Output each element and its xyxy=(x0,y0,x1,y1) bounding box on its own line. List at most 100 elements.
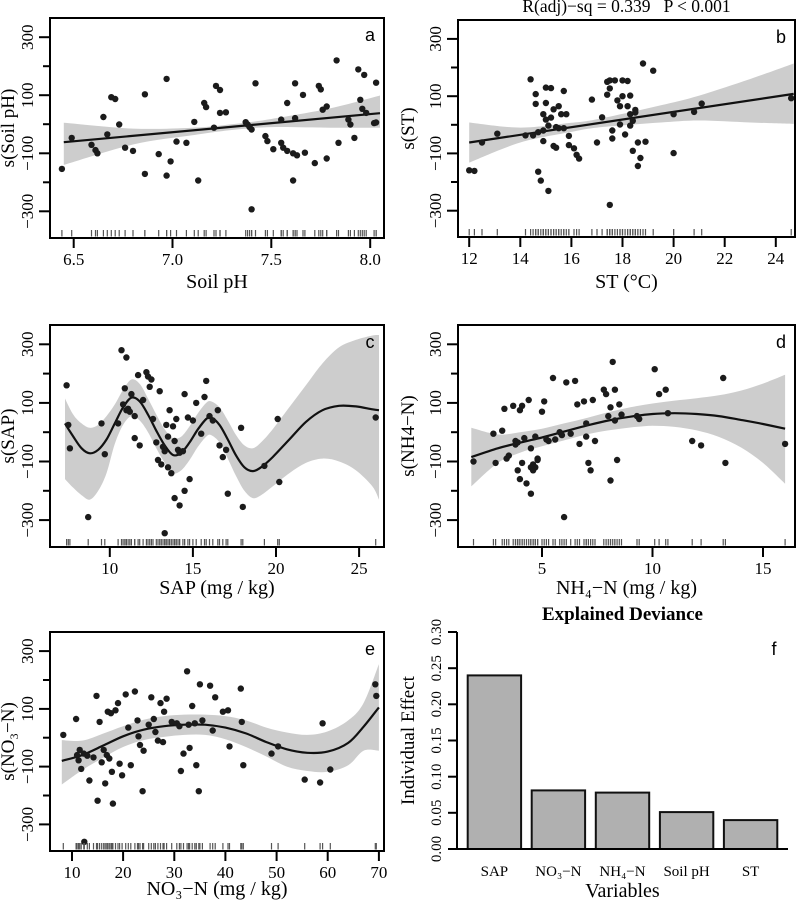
scatter-point xyxy=(145,721,152,728)
scatter-point xyxy=(199,717,206,724)
scatter-point xyxy=(636,415,643,423)
scatter-point xyxy=(613,456,621,464)
scatter-point xyxy=(224,490,231,497)
scatter-point xyxy=(118,772,126,779)
scatter-point xyxy=(560,125,567,132)
panel-c: 10 15 20 25 300 100 −100 −300 SAP (mg / kg) s(SAP… xyxy=(0,324,385,599)
y-tick-label: 100 xyxy=(426,390,445,416)
scatter-point xyxy=(161,530,168,537)
scatter-point xyxy=(136,442,143,449)
scatter-point xyxy=(574,401,581,408)
scatter-point xyxy=(552,436,559,443)
scatter-point xyxy=(191,720,198,727)
axes-layer: 12 14 16 18 20 22 24 300 100 −100 −300 xyxy=(426,26,785,268)
x-tick-label: 7.5 xyxy=(261,250,282,269)
y-tick-label: 100 xyxy=(426,83,445,109)
bar-category-label: ST xyxy=(742,864,760,880)
scatter-point xyxy=(606,201,613,209)
scatter-point xyxy=(545,122,552,129)
bar-category-label: Soil pH xyxy=(663,864,709,880)
scatter-point xyxy=(219,453,226,461)
scatter-point xyxy=(532,100,539,108)
scatter-point xyxy=(560,513,568,521)
scatter-point xyxy=(139,788,146,795)
scatter-point xyxy=(311,159,318,167)
scatter-point xyxy=(193,399,200,407)
scatter-point xyxy=(154,456,162,464)
scatter-point xyxy=(642,138,649,145)
scatter-point xyxy=(588,96,596,103)
scatter-point xyxy=(514,467,521,474)
scatter-point xyxy=(697,442,705,449)
x-tick-label: 20 xyxy=(268,559,285,578)
scatter-point xyxy=(68,134,75,142)
scatter-point xyxy=(101,451,109,458)
y-tick-label: 0.15 xyxy=(429,727,445,753)
x-tick-label: 6.5 xyxy=(63,250,84,269)
scatter-point xyxy=(66,445,74,452)
bar-3 xyxy=(658,811,715,851)
scatter-point xyxy=(75,757,82,764)
scatter-point xyxy=(525,396,532,404)
panel-f: SAP NO₃−N NH₄−N Soil pH ST0.000.050.100.150.… xyxy=(400,604,788,902)
y-tick-label: 100 xyxy=(18,82,37,108)
scatter-point xyxy=(359,105,366,113)
scatter-point xyxy=(547,114,555,121)
scatter-point xyxy=(193,762,200,769)
scatter-point xyxy=(268,750,275,757)
scatter-point xyxy=(545,437,552,445)
rug-layer xyxy=(61,230,377,237)
plot-box xyxy=(457,19,796,238)
axes-layer: 10 15 20 25 300 100 −100 −300 xyxy=(18,332,368,578)
scatter-point xyxy=(563,111,570,118)
bar-category-label: NH₄−N xyxy=(599,864,645,880)
rug-layer xyxy=(468,229,792,236)
scatter-point xyxy=(216,86,224,94)
confidence-band xyxy=(61,664,379,785)
scatter-point xyxy=(164,464,172,471)
x-tick-label: 7.0 xyxy=(162,250,183,269)
scatter-point xyxy=(219,708,227,715)
scatter-point xyxy=(542,116,550,123)
y-axis-label: s(Soil pH) xyxy=(0,89,19,168)
scatter-point xyxy=(191,118,198,126)
scatter-point xyxy=(278,116,285,123)
scatter-point xyxy=(222,109,230,116)
scatter-point xyxy=(216,109,224,117)
scatter-point xyxy=(203,377,210,385)
scatter-point xyxy=(94,150,101,157)
scatter-point xyxy=(567,430,574,437)
scatter-point xyxy=(494,130,501,137)
scatter-point xyxy=(123,354,130,361)
x-tick-label: 8.0 xyxy=(360,250,381,269)
scatter-point xyxy=(535,129,542,136)
y-tick-label: 300 xyxy=(426,332,445,358)
scatter-point xyxy=(621,131,629,138)
scatter-point xyxy=(252,80,259,87)
scatter-point xyxy=(527,490,535,497)
scatter-point xyxy=(639,60,647,67)
scatter-point xyxy=(327,766,334,773)
scatter-point xyxy=(195,788,202,795)
scatter-point xyxy=(609,127,616,134)
scatter-point xyxy=(624,103,631,110)
scatter-point xyxy=(248,126,255,133)
x-tick-label: 60 xyxy=(319,863,336,882)
y-tick-label: 300 xyxy=(18,24,37,50)
y-tick-label: −300 xyxy=(18,807,37,842)
scatter-point xyxy=(276,478,283,486)
x-tick-label: 12 xyxy=(461,249,478,268)
scatter-point xyxy=(372,681,379,688)
y-tick-label: −300 xyxy=(18,194,37,229)
plot-box xyxy=(49,631,385,852)
x-tick-label: 40 xyxy=(217,863,234,882)
x-tick-label: 20 xyxy=(115,863,132,882)
scatter-point xyxy=(662,386,669,393)
scatter-point xyxy=(510,402,517,409)
scatter-point xyxy=(373,692,380,700)
smooth-line xyxy=(63,112,381,144)
y-tick-label: −300 xyxy=(426,503,445,538)
scatter-point xyxy=(139,396,147,404)
scatter-point xyxy=(237,424,245,431)
panel-title: Explained Deviance xyxy=(542,604,703,625)
